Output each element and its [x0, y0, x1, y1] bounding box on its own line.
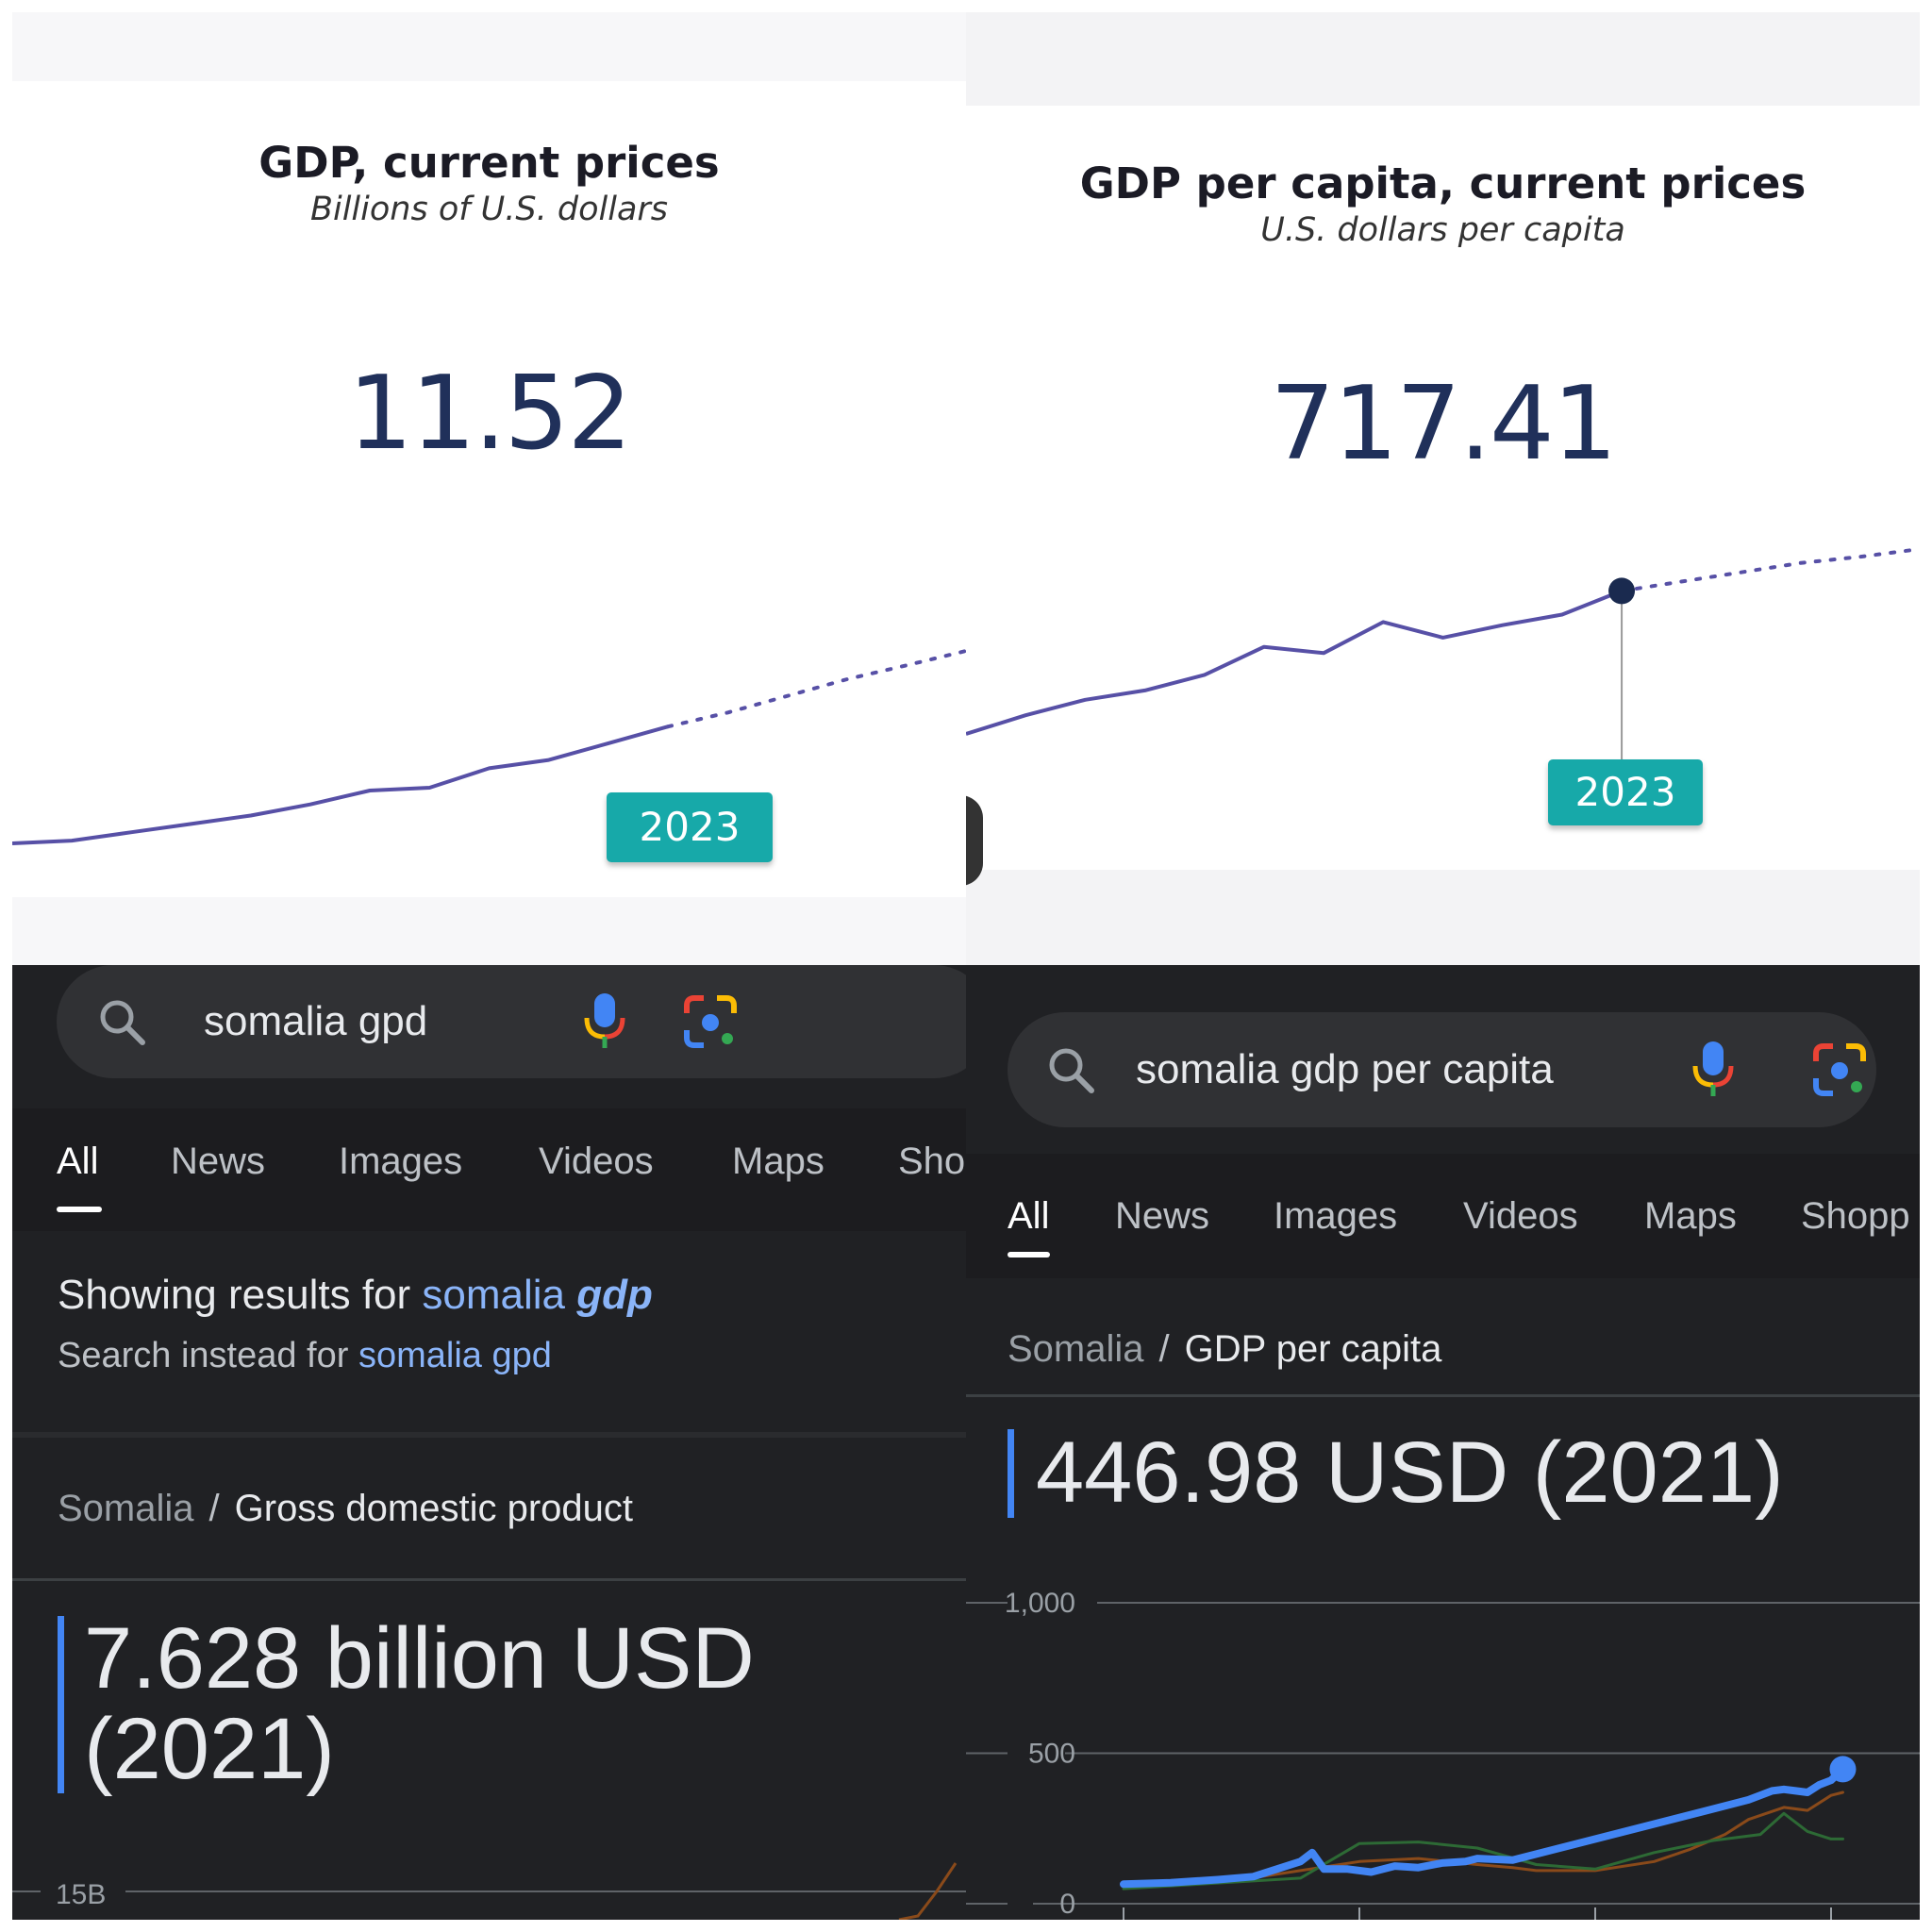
search-instead-text: Search instead for somalia gpd: [58, 1336, 552, 1376]
y-tick-label: 500: [1028, 1739, 1075, 1770]
gdp-actual-line: [12, 724, 669, 845]
breadcrumb-separator: /: [1158, 1328, 1170, 1370]
tab-images[interactable]: Images: [1274, 1195, 1398, 1237]
tab-news[interactable]: News: [1115, 1195, 1210, 1237]
search-bar[interactable]: somalia gdp per capita: [1008, 1012, 1876, 1127]
axis-label-bg: [41, 1872, 125, 1911]
search-bar[interactable]: somalia gpd: [57, 965, 966, 1078]
google-lens-icon[interactable]: [683, 994, 738, 1049]
breadcrumb-root[interactable]: Somalia: [1008, 1328, 1144, 1370]
tabs-bar: All News Images Videos Maps Sho: [12, 1108, 966, 1231]
showing-prefix: Showing results for: [58, 1272, 423, 1318]
tab-all[interactable]: All: [57, 1141, 99, 1182]
imf-gdp-card: GDP, current prices Billions of U.S. dol…: [12, 81, 966, 897]
divider: [12, 1432, 966, 1438]
tab-shopping[interactable]: Shopp: [1801, 1195, 1910, 1237]
showing-results-text: Showing results for somalia gdp: [58, 1272, 653, 1319]
tick-label-bg: [1008, 1736, 1065, 1771]
divider: [966, 1394, 1920, 1397]
comparison-series-line: [1122, 1811, 1844, 1890]
breadcrumb-leaf: GDP per capita: [1184, 1328, 1442, 1370]
breadcrumb: Somalia / GDP per capita: [1008, 1328, 1441, 1371]
card-title: GDP, current prices: [258, 138, 720, 188]
google-gdp-per-capita-chart[interactable]: 0 500 1,000 1960198020002020: [966, 1569, 1920, 1920]
breadcrumb-root[interactable]: Somalia: [58, 1488, 194, 1529]
breadcrumb-separator: /: [208, 1488, 220, 1529]
latest-point[interactable]: [1829, 1756, 1857, 1783]
tab-all[interactable]: All: [1008, 1195, 1050, 1237]
gridlines: 0 500 1,000: [966, 1586, 1920, 1920]
corrected-query-bold: gdp: [576, 1272, 653, 1318]
somalia-series-line: [1120, 1765, 1847, 1889]
tab-images[interactable]: Images: [339, 1141, 463, 1182]
imf-gdp-per-capita-card: GDP per capita, current prices U.S. doll…: [966, 106, 1920, 870]
card-value: 11.52: [347, 355, 632, 473]
gdp-per-capita-value: 446.98 USD (2021): [1036, 1424, 1784, 1521]
instead-prefix: Search instead for: [58, 1336, 358, 1375]
x-axis: 1960198020002020: [1123, 1907, 1832, 1920]
gdp-trend-line: [898, 1862, 958, 1920]
active-tab-indicator: [57, 1207, 102, 1212]
google-gdp-per-capita-panel: somalia gdp per capita All News Images V…: [966, 965, 1920, 1920]
google-lens-icon[interactable]: [1812, 1042, 1867, 1097]
corrected-query-link[interactable]: somalia gdp: [422, 1272, 652, 1318]
gdp-value: 7.628 billion USD (2021): [84, 1613, 755, 1794]
scroll-handle[interactable]: [966, 795, 983, 886]
tab-videos[interactable]: Videos: [1463, 1195, 1578, 1237]
divider: [12, 1578, 966, 1581]
imf-gdp-per-capita-panel: GDP per capita, current prices U.S. doll…: [966, 12, 1920, 965]
tick-label-bg: [1008, 1887, 1033, 1920]
gdp-value-line2: (2021): [84, 1701, 335, 1797]
tabs-bar: All News Images Videos Maps Shopp: [966, 1154, 1920, 1278]
tab-videos[interactable]: Videos: [539, 1141, 654, 1182]
microphone-icon[interactable]: [1690, 1040, 1737, 1100]
breadcrumb: Somalia / Gross domestic product: [58, 1488, 633, 1530]
card-title: GDP per capita, current prices: [1079, 158, 1807, 208]
year-badge[interactable]: 2023: [607, 792, 773, 862]
tab-shopping[interactable]: Sho: [898, 1141, 966, 1182]
imf-gdp-per-capita-chart: [966, 547, 1920, 759]
active-tab-indicator: [1008, 1252, 1050, 1257]
series-group: [1120, 1756, 1857, 1890]
gdp-projection-line: [666, 649, 966, 729]
tab-maps[interactable]: Maps: [732, 1141, 824, 1182]
search-input[interactable]: somalia gdp per capita: [1136, 1046, 1554, 1092]
card-subtitle: U.S. dollars per capita: [1260, 211, 1625, 249]
original-query-link[interactable]: somalia gpd: [358, 1336, 552, 1375]
search-icon: [100, 1000, 145, 1045]
y-tick-label: 1,000: [1005, 1588, 1075, 1619]
breadcrumb-leaf: Gross domestic product: [234, 1488, 634, 1529]
highlight-point: [1608, 577, 1636, 605]
microphone-icon[interactable]: [581, 991, 628, 1052]
tick-label-bg: [1008, 1586, 1097, 1620]
tab-news[interactable]: News: [171, 1141, 266, 1182]
search-icon: [1049, 1048, 1094, 1093]
card-subtitle: Billions of U.S. dollars: [309, 191, 669, 228]
tab-maps[interactable]: Maps: [1644, 1195, 1737, 1237]
google-gdp-panel: somalia gpd All News Images Videos Maps …: [12, 965, 966, 1920]
gdp-per-capita-actual-line: [966, 589, 1623, 736]
imf-gdp-chart: [12, 649, 966, 845]
search-input[interactable]: somalia gpd: [204, 998, 428, 1044]
imf-gdp-panel: GDP, current prices Billions of U.S. dol…: [12, 12, 966, 965]
y-tick-label: 0: [1059, 1889, 1075, 1920]
value-accent-bar: [1008, 1429, 1014, 1518]
gdp-per-capita-projection-line: [1620, 547, 1920, 593]
corrected-query-plain: somalia: [422, 1272, 577, 1318]
google-gdp-chart: 15B: [12, 1862, 966, 1920]
value-accent-bar: [58, 1616, 64, 1793]
comparison-series-line: [1122, 1790, 1844, 1888]
axis-label-15b: 15B: [56, 1879, 106, 1910]
gdp-value-line1: 7.628 billion USD: [84, 1610, 755, 1707]
card-value: 717.41: [1270, 365, 1618, 483]
year-badge[interactable]: 2023: [1548, 759, 1703, 825]
